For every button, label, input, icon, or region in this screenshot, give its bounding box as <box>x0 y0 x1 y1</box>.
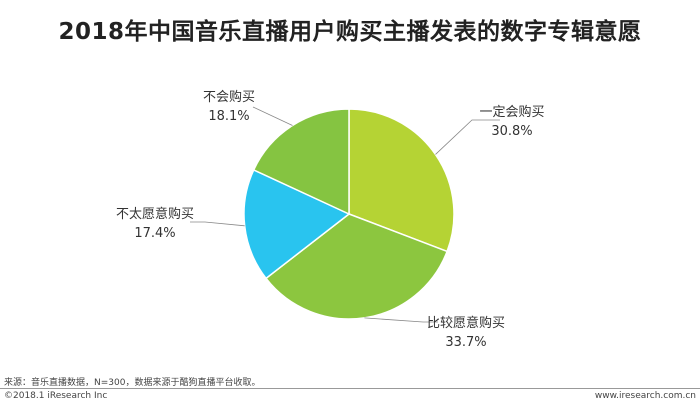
leader-line <box>252 106 293 126</box>
slice-label: 一定会购买 <box>479 104 544 120</box>
slice-value-label: 17.4% <box>134 226 175 241</box>
copyright: ©2018.1 iResearch Inc <box>4 391 108 401</box>
slice-value-label: 33.7% <box>445 335 486 350</box>
chart-title: 2018年中国音乐直播用户购买主播发表的数字专辑意愿 <box>58 19 642 45</box>
slice-value-label: 18.1% <box>208 109 249 124</box>
slice-label: 不会购买 <box>203 89 255 105</box>
leader-line <box>435 119 500 155</box>
leader-line <box>364 317 438 323</box>
slice-label: 不太愿意购买 <box>116 206 194 222</box>
pie-slice <box>348 108 455 253</box>
pie-chart: 一定会购买 30.8% 比较愿意购买 33.7% 不太愿意购买 17.4% 不会购买 18.1… <box>116 89 545 350</box>
footer-divider <box>0 388 700 389</box>
source-note: 来源：音乐直播数据，N=300，数据来源于酷狗直播平台收取。 <box>4 378 261 388</box>
slice-value-label: 30.8% <box>491 124 532 139</box>
website: www.iresearch.com.cn <box>594 391 696 401</box>
slice-label: 比较愿意购买 <box>427 315 505 331</box>
leader-line <box>190 221 245 227</box>
